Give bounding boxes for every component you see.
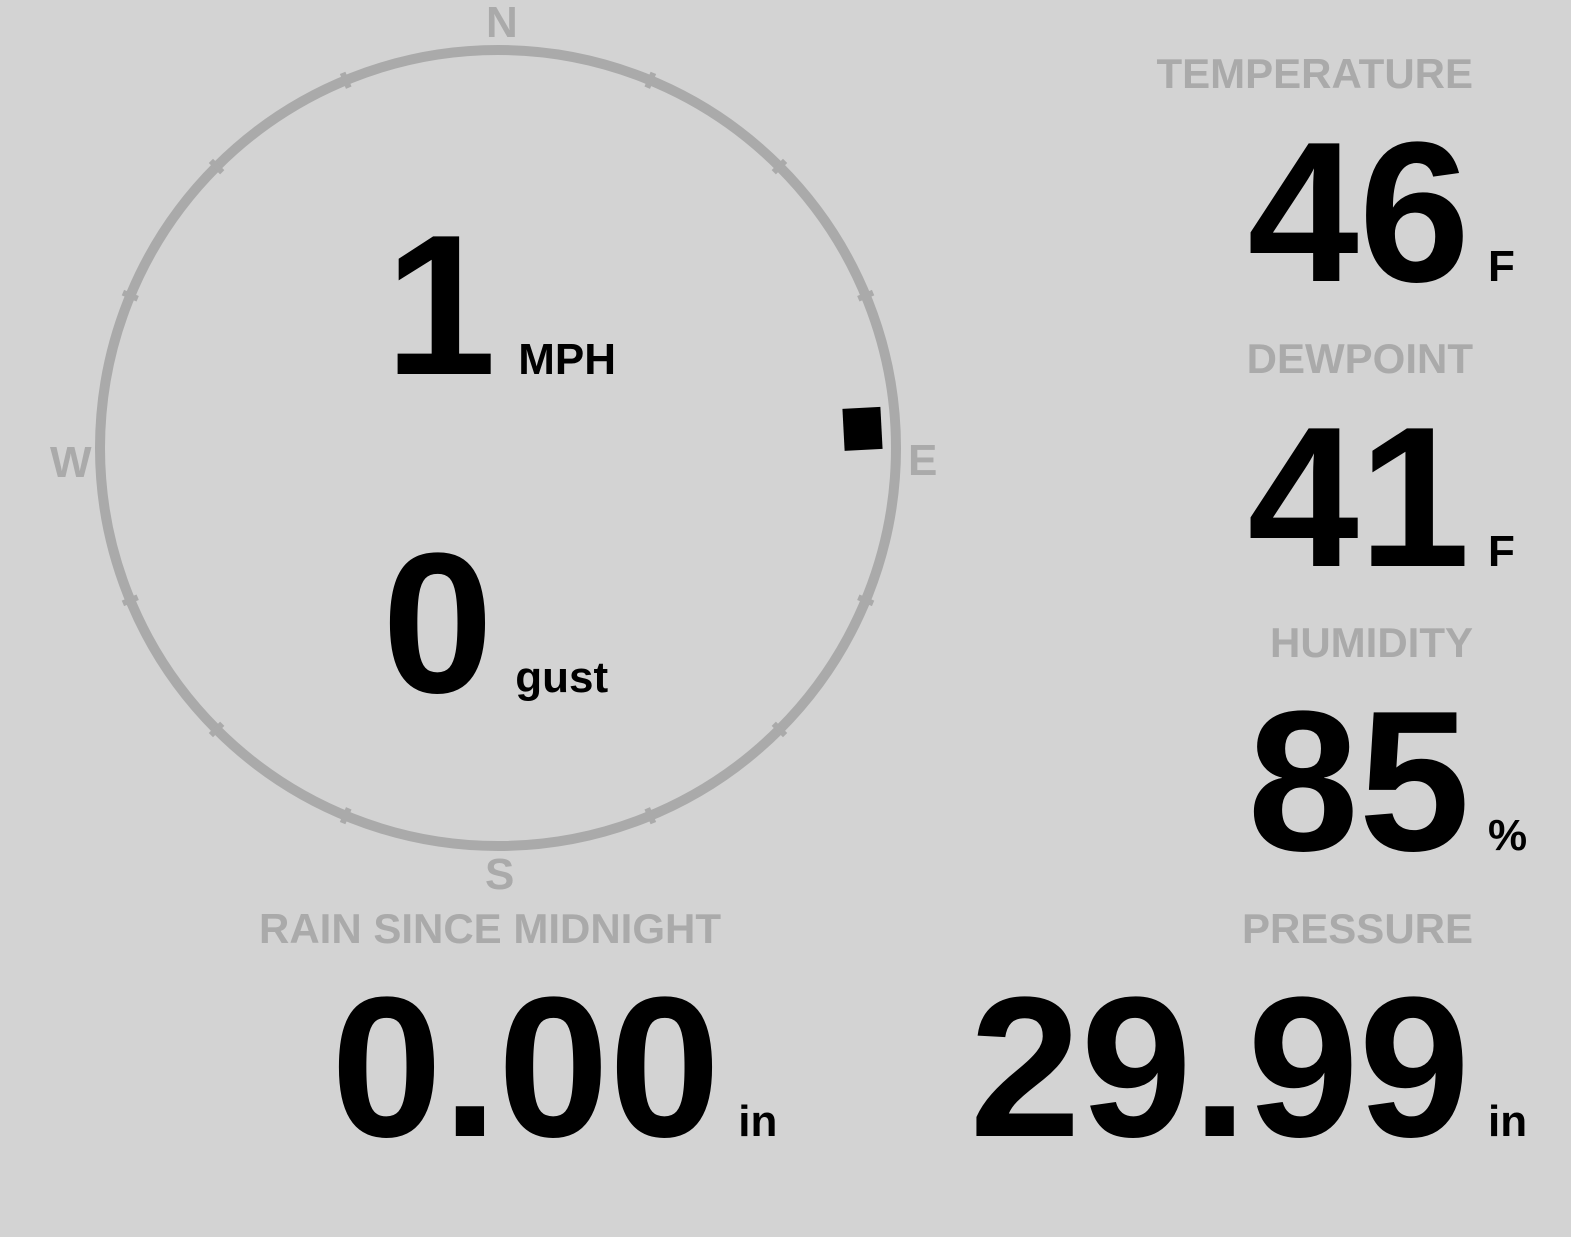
compass-east: E <box>908 436 938 485</box>
wind-compass <box>95 45 901 851</box>
dewpoint-panel: DEWPOINT 41 F <box>1247 335 1548 613</box>
rain-label: RAIN SINCE MIDNIGHT <box>259 905 721 952</box>
wind-speed-unit: MPH <box>518 335 617 384</box>
rain-panel: RAIN SINCE MIDNIGHT 0.00 in <box>259 905 777 1183</box>
compass-tick <box>339 807 352 825</box>
wind-gust-value: 0 <box>382 512 494 735</box>
dewpoint-value: 41 <box>1247 386 1470 610</box>
compass-tick <box>771 721 788 738</box>
temperature-label: TEMPERATURE <box>1156 50 1473 97</box>
compass-tick <box>121 289 139 302</box>
humidity-panel: HUMIDITY 85% <box>1248 619 1548 897</box>
dewpoint-label: DEWPOINT <box>1246 335 1473 382</box>
wind-gust-label: gust <box>515 653 609 702</box>
dewpoint-unit: F <box>1488 527 1515 577</box>
compass-tick <box>857 289 875 302</box>
wind-direction-indicator <box>842 406 883 451</box>
wind-gust: 0 gust <box>382 509 608 739</box>
compass-west: W <box>50 438 92 487</box>
compass-tick <box>771 158 788 175</box>
compass-tick <box>208 721 225 738</box>
compass-south: S <box>485 850 515 899</box>
pressure-value: 29.99 <box>969 956 1471 1180</box>
humidity-value: 85 <box>1247 670 1470 894</box>
rain-value: 0.00 <box>331 956 721 1180</box>
compass-tick <box>121 594 139 607</box>
compass-tick <box>644 807 657 825</box>
temperature-value: 46 <box>1247 101 1470 325</box>
compass-tick <box>208 158 225 175</box>
pressure-label: PRESSURE <box>1241 905 1473 952</box>
pressure-unit: in <box>1488 1097 1528 1147</box>
temperature-unit: F <box>1488 242 1515 292</box>
temperature-panel: TEMPERATURE 46 F <box>1156 50 1548 328</box>
pressure-panel: PRESSURE 29.99 in <box>970 905 1549 1183</box>
compass-ring <box>95 45 901 851</box>
humidity-unit: % <box>1488 811 1528 861</box>
compass-tick <box>857 594 875 607</box>
compass-north: N <box>486 0 518 47</box>
wind-speed: 1 MPH <box>385 191 616 421</box>
humidity-label: HUMIDITY <box>1270 619 1473 666</box>
compass-tick <box>339 71 352 89</box>
rain-unit: in <box>738 1097 778 1147</box>
compass-tick <box>644 71 657 89</box>
wind-speed-value: 1 <box>385 194 497 417</box>
